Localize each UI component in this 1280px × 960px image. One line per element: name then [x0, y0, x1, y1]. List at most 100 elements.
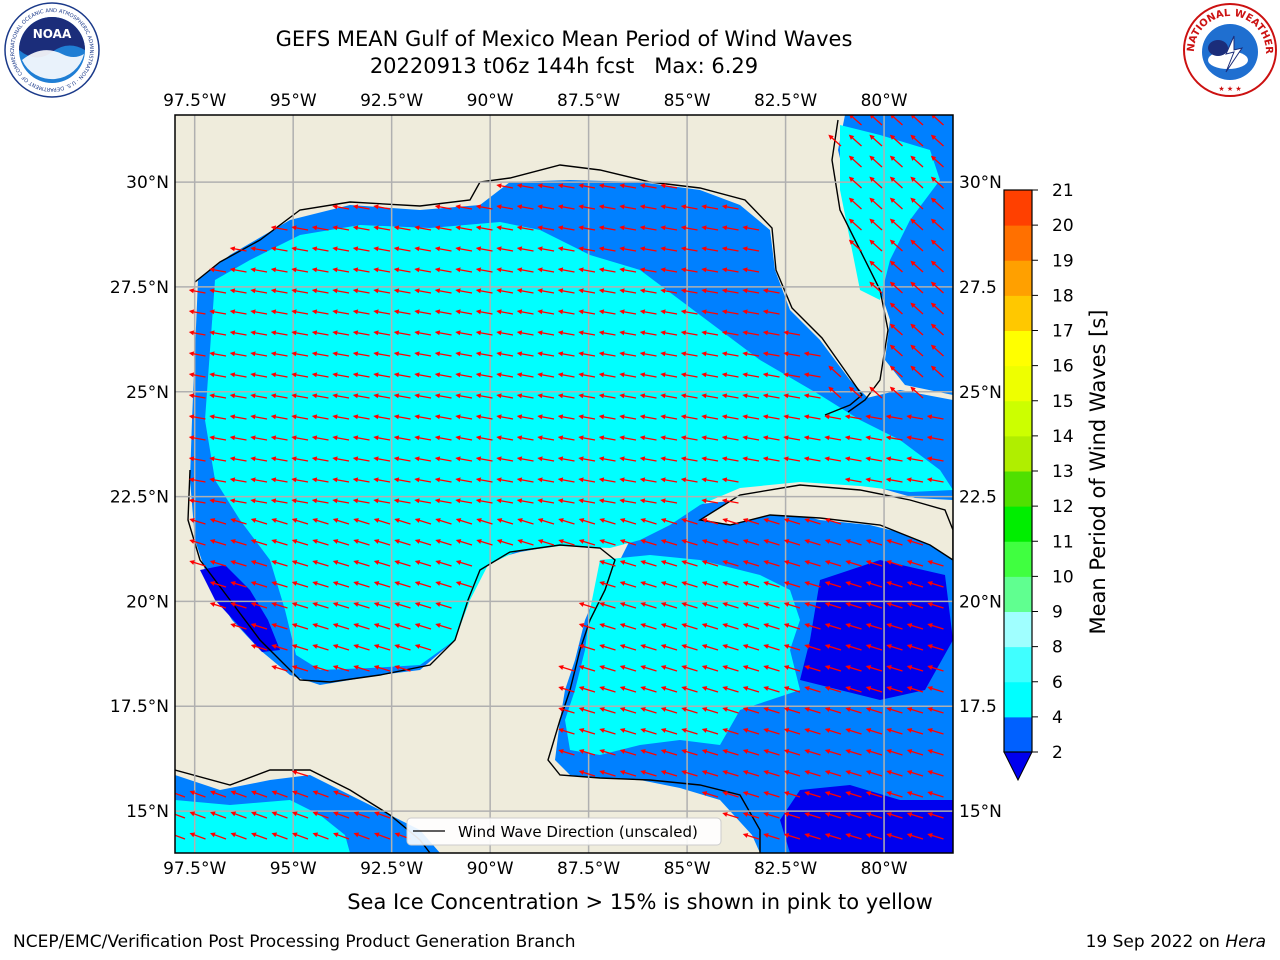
wind-wave-arrow — [311, 309, 329, 315]
wind-wave-arrow — [578, 518, 596, 525]
wind-wave-arrow — [578, 456, 596, 462]
wind-wave-arrow — [229, 372, 247, 378]
wind-wave-arrow — [783, 707, 801, 714]
wind-wave-arrow — [926, 414, 944, 420]
wind-wave-arrow — [537, 351, 555, 357]
wind-wave-arrow — [804, 686, 821, 693]
wind-wave-arrow — [353, 560, 370, 567]
wind-wave-arrow — [455, 309, 473, 315]
wind-wave-arrow — [865, 581, 883, 588]
wind-wave-arrow — [824, 623, 842, 630]
colorbar-segment — [1004, 365, 1032, 402]
wind-wave-arrow — [291, 665, 309, 672]
wind-wave-arrow — [414, 581, 432, 588]
wind-wave-arrow — [332, 372, 350, 378]
wind-wave-arrow — [869, 176, 883, 189]
wind-wave-arrow — [619, 267, 637, 273]
wind-wave-arrow — [640, 686, 657, 693]
wind-wave-arrow — [414, 330, 432, 336]
wind-wave-arrow — [906, 665, 924, 672]
wind-wave-arrow — [886, 581, 903, 588]
wind-wave-arrow — [311, 414, 329, 420]
wind-wave-arrow — [742, 770, 760, 777]
wind-wave-arrow — [271, 623, 288, 630]
wind-wave-arrow — [640, 602, 657, 609]
wind-wave-arrow — [721, 288, 739, 294]
wind-wave-arrow — [619, 435, 637, 441]
wind-wave-arrow — [291, 393, 309, 399]
wind-wave-arrow — [824, 707, 842, 714]
wind-wave-arrow — [889, 239, 903, 252]
wind-wave-arrow — [537, 309, 555, 315]
wind-wave-arrow — [455, 372, 473, 378]
wind-wave-arrow — [660, 623, 678, 630]
wind-wave-arrow — [906, 560, 924, 567]
wind-wave-arrow — [352, 372, 370, 378]
wind-wave-arrow — [516, 225, 534, 231]
wind-wave-arrow — [189, 539, 206, 546]
wind-wave-arrow — [660, 581, 678, 588]
wind-wave-arrow — [906, 477, 924, 483]
colorbar-tick-label: 8 — [1052, 638, 1063, 658]
wind-wave-arrow — [250, 498, 268, 504]
wind-wave-arrow — [598, 330, 616, 336]
wind-wave-arrow — [291, 225, 309, 231]
wind-wave-arrow — [352, 246, 370, 252]
wind-wave-arrow — [352, 477, 370, 483]
wind-wave-arrow — [828, 386, 842, 399]
wind-wave-arrow — [312, 832, 329, 840]
lat-tick-label: 17.5 — [959, 697, 997, 717]
wind-wave-arrow — [804, 602, 821, 609]
wind-wave-arrow — [333, 811, 350, 819]
wind-wave-arrow — [824, 770, 842, 777]
wind-wave-arrow — [557, 477, 575, 483]
wind-wave-arrow — [844, 456, 862, 462]
wind-wave-arrow — [681, 686, 698, 693]
wind-wave-arrow — [845, 644, 862, 651]
wind-wave-arrow — [292, 790, 309, 798]
wind-wave-arrow — [175, 792, 186, 798]
wind-wave-arrow — [250, 309, 268, 315]
wind-wave-arrow — [701, 435, 719, 441]
wind-wave-arrow — [804, 665, 821, 672]
wind-wave-arrow — [271, 665, 288, 672]
wind-wave-arrow — [845, 707, 862, 714]
wind-wave-arrow — [680, 288, 698, 294]
wind-wave-arrow — [640, 581, 657, 588]
wind-wave-arrow — [578, 749, 596, 756]
wind-wave-arrow — [889, 197, 903, 210]
wind-wave-arrow — [701, 351, 719, 357]
wind-wave-arrow — [516, 477, 534, 483]
wind-wave-arrow — [701, 686, 719, 693]
wind-wave-arrow — [578, 246, 596, 252]
wind-wave-arrow — [496, 288, 514, 294]
wind-wave-arrow — [889, 386, 903, 399]
wind-wave-arrow — [619, 393, 637, 399]
wind-wave-arrow — [640, 665, 657, 672]
wind-wave-arrow — [660, 183, 678, 189]
colorbar: 2 4 6 8 9 10 11 12 13 14 15 16 17 18 19 20 21 — [1003, 181, 1074, 782]
wind-wave-arrow — [496, 518, 514, 525]
wind-wave-arrow — [804, 728, 821, 735]
wind-wave-arrow — [414, 477, 432, 483]
wind-wave-arrow — [869, 281, 883, 294]
wind-wave-arrow — [291, 414, 309, 420]
wind-wave-arrow — [681, 539, 698, 546]
footer-date-text: 19 Sep 2022 on — [1085, 932, 1226, 952]
wind-wave-arrow — [578, 351, 596, 357]
wind-wave-arrow — [229, 456, 247, 462]
wind-wave-arrow — [353, 581, 370, 588]
wind-wave-arrow — [455, 393, 473, 399]
wind-wave-arrow — [250, 623, 268, 630]
wind-wave-arrow — [209, 309, 227, 315]
wind-wave-arrow — [373, 372, 391, 378]
wind-wave-arrow — [639, 267, 657, 273]
wind-wave-arrow — [701, 267, 719, 273]
wind-wave-arrow — [353, 811, 370, 819]
colorbar-segment — [1004, 225, 1032, 261]
wind-wave-arrow — [742, 246, 760, 252]
wind-wave-arrow — [681, 728, 698, 735]
wind-wave-arrow — [414, 539, 432, 546]
wind-wave-arrow — [250, 477, 268, 483]
wind-wave-arrow — [175, 813, 186, 819]
